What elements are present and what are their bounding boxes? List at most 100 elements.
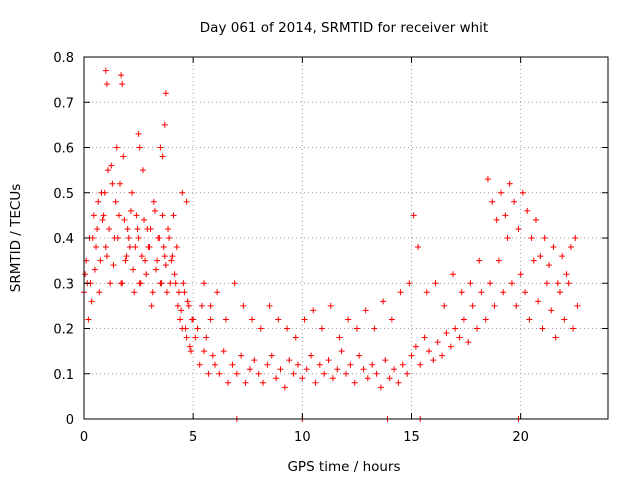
- grid-lines: [84, 57, 608, 419]
- y-tick-label: 0.2: [53, 323, 74, 338]
- data-point: [129, 189, 136, 196]
- data-point: [112, 198, 119, 205]
- y-tick-label: 0.5: [53, 187, 74, 202]
- data-point: [107, 280, 114, 287]
- data-point: [476, 257, 483, 264]
- data-point: [103, 81, 110, 88]
- data-point: [417, 361, 424, 368]
- data-point: [552, 334, 559, 341]
- data-point: [124, 225, 131, 232]
- data-point: [106, 225, 113, 232]
- data-point: [321, 370, 328, 377]
- data-point: [93, 244, 100, 251]
- data-point: [318, 325, 325, 332]
- data-point: [158, 280, 165, 287]
- data-point: [108, 162, 115, 169]
- data-point: [100, 212, 107, 219]
- data-point: [543, 280, 550, 287]
- data-point: [168, 257, 175, 264]
- data-point: [377, 384, 384, 391]
- data-point: [123, 253, 130, 260]
- data-point: [353, 325, 360, 332]
- data-point: [316, 361, 323, 368]
- data-point: [172, 280, 179, 287]
- data-point: [467, 280, 474, 287]
- data-point: [548, 307, 555, 314]
- data-point: [508, 280, 515, 287]
- data-point: [532, 216, 539, 223]
- data-point: [303, 366, 310, 373]
- data-point: [88, 298, 95, 305]
- data-point: [460, 316, 467, 323]
- data-point: [452, 325, 459, 332]
- data-point: [493, 216, 500, 223]
- data-point: [439, 352, 446, 359]
- data-point: [240, 302, 247, 309]
- data-point: [130, 266, 137, 273]
- data-point: [517, 271, 524, 278]
- data-point: [126, 244, 133, 251]
- data-point: [430, 357, 437, 364]
- data-point: [266, 302, 273, 309]
- data-point: [351, 379, 358, 386]
- data-point: [273, 375, 280, 382]
- data-point: [187, 348, 194, 355]
- data-point: [574, 302, 581, 309]
- data-point: [159, 212, 166, 219]
- data-point: [260, 379, 267, 386]
- data-point: [513, 302, 520, 309]
- data-point: [388, 316, 395, 323]
- data-point: [113, 144, 120, 151]
- data-point: [336, 334, 343, 341]
- data-point: [156, 235, 163, 241]
- data-point: [565, 280, 572, 287]
- data-point: [395, 379, 402, 386]
- data-point: [135, 130, 142, 137]
- data-point: [327, 302, 334, 309]
- data-point: [117, 180, 124, 187]
- data-point: [281, 384, 288, 391]
- data-point: [182, 325, 189, 332]
- data-point: [474, 325, 480, 332]
- data-point: [169, 253, 176, 260]
- data-point: [94, 225, 101, 232]
- data-point: [561, 316, 568, 323]
- data-point: [161, 121, 168, 128]
- data-point: [194, 325, 201, 332]
- data-point: [408, 352, 415, 359]
- data-point: [456, 334, 463, 341]
- x-tick-label: 20: [512, 430, 529, 445]
- data-point: [184, 298, 191, 305]
- data-point: [134, 225, 141, 232]
- data-point: [391, 366, 398, 373]
- data-point: [506, 180, 513, 187]
- data-point: [399, 361, 406, 368]
- data-point: [171, 271, 178, 278]
- data-point: [186, 343, 193, 350]
- x-tick-label: 0: [80, 430, 88, 445]
- data-point: [415, 244, 422, 251]
- data-point: [458, 289, 465, 296]
- data-point: [179, 189, 186, 196]
- data-point: [133, 212, 140, 219]
- data-point: [465, 339, 472, 346]
- data-point: [489, 198, 496, 205]
- data-point: [360, 366, 367, 373]
- data-point: [441, 302, 448, 309]
- data-point: [149, 289, 156, 296]
- data-point: [161, 253, 168, 260]
- data-point: [277, 366, 284, 373]
- data-point: [410, 212, 417, 219]
- data-point: [159, 153, 166, 160]
- data-point: [447, 343, 454, 350]
- x-tick-label: 15: [403, 430, 420, 445]
- data-point: [238, 352, 245, 359]
- data-point: [347, 361, 354, 368]
- data-point: [570, 325, 577, 332]
- data-point: [114, 235, 121, 241]
- x-tick-label: 5: [189, 430, 197, 445]
- data-point: [135, 235, 142, 241]
- data-point: [541, 235, 548, 241]
- data-point: [539, 325, 546, 332]
